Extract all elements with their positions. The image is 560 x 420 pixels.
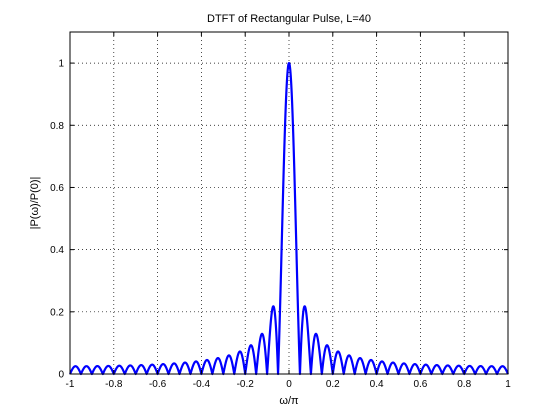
x-tick-label: 0.2 — [326, 379, 340, 390]
y-tick-label: 0.6 — [50, 183, 64, 194]
x-tick-label: 0 — [286, 379, 292, 390]
x-tick-label: -0.2 — [237, 379, 255, 390]
x-tick-label: 0.6 — [413, 379, 427, 390]
y-tick-label: 0 — [58, 370, 64, 381]
y-tick-label: 1 — [58, 59, 64, 70]
x-tick-label: 0.8 — [457, 379, 471, 390]
y-ticks: 0 0.2 0.4 0.6 0.8 1 — [50, 59, 508, 381]
x-ticks: -1 -0.8 -0.6 -0.4 -0.2 0 0.2 0.4 0.6 0.8 1 — [66, 32, 511, 390]
curve-layer — [69, 61, 509, 376]
x-tick-label: -0.6 — [149, 379, 167, 390]
x-tick-label: -0.4 — [193, 379, 211, 390]
series-line — [69, 61, 509, 376]
x-axis-label: ω/π — [279, 395, 299, 407]
y-tick-label: 0.8 — [50, 121, 64, 132]
y-tick-label: 0.2 — [50, 307, 64, 318]
chart-title: DTFT of Rectangular Pulse, L=40 — [207, 13, 371, 25]
y-axis-label: |P(ω)/P(0)| — [29, 177, 41, 230]
grid — [70, 32, 508, 374]
plot-frame — [69, 31, 509, 375]
x-tick-label: 0.4 — [370, 379, 384, 390]
x-tick-label: 1 — [505, 379, 511, 390]
x-tick-label: -0.8 — [105, 379, 123, 390]
x-tick-label: -1 — [66, 379, 75, 390]
y-tick-label: 0.4 — [50, 245, 64, 256]
